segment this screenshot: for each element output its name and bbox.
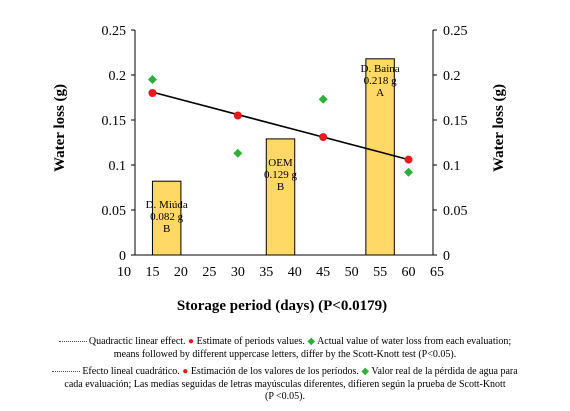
x-tick-label: 40 xyxy=(288,265,302,280)
caption-en-trend: Quadractic linear effect. xyxy=(88,336,186,347)
chart: 00.050.10.150.20.25 00.050.10.150.20.25 … xyxy=(52,24,507,314)
trend-legend-symbol-es xyxy=(52,371,81,373)
x-tick-label: 20 xyxy=(174,265,188,280)
bar-data-label: A xyxy=(376,87,384,99)
y-tick-label-left: 0.25 xyxy=(102,24,127,39)
y-tick-label-right: 0.1 xyxy=(443,159,461,174)
y-tick-label-left: 0.1 xyxy=(109,159,127,174)
x-axis-title: Storage period (days) (P<0.0179) xyxy=(177,298,387,314)
y-tick-label-left: 0 xyxy=(119,249,126,264)
caption-es-line-3: (P <0.05). xyxy=(265,391,305,402)
bar-data-label: B xyxy=(163,223,170,235)
bar xyxy=(151,180,182,256)
caption-es-line-2: cada evaluación; Las medias seguidas de … xyxy=(64,378,506,390)
estimate-legend-symbol-es: ● xyxy=(182,366,189,377)
y-tick-label-right: 0 xyxy=(443,249,450,264)
y-tick-label-right: 0.05 xyxy=(443,204,468,219)
x-tick-label: 15 xyxy=(145,265,159,280)
y-tick-label-left: 0.15 xyxy=(102,114,127,129)
bar-data-label: 0.082 g xyxy=(150,211,184,223)
x-tick-label: 65 xyxy=(430,265,444,280)
x-tick-label: 45 xyxy=(316,265,330,280)
bar-data-label: OEM xyxy=(268,157,293,169)
caption-en-estimate: Estimate of periods values. xyxy=(196,336,305,347)
estimate-legend-symbol: ● xyxy=(188,336,195,347)
y-tick-label-right: 0.25 xyxy=(443,24,468,39)
bar-data-label: D. Miúda xyxy=(146,199,188,211)
y-tick-label-left: 0.05 xyxy=(102,204,127,219)
estimate-point xyxy=(233,111,242,120)
caption-spanish: Efecto lineal cuadrático. ● Estimación d… xyxy=(0,366,570,404)
trendline xyxy=(152,91,409,161)
actual-legend-symbol: ◆ xyxy=(307,336,316,347)
estimate-point xyxy=(404,155,413,164)
bar-data-label: 0.218 g xyxy=(364,75,398,87)
x-tick-label: 25 xyxy=(202,265,216,280)
x-tick-label: 50 xyxy=(345,265,359,280)
x-tick-label: 60 xyxy=(402,265,416,280)
actual-point xyxy=(147,75,157,84)
x-tick-label: 30 xyxy=(231,265,245,280)
actual-legend-symbol-es: ◆ xyxy=(361,366,370,377)
y-axis-title-right: Water loss (g) xyxy=(491,84,507,172)
actual-point xyxy=(318,94,328,104)
estimate-point xyxy=(319,133,328,142)
caption-en-actual: Actual value of water loss from each eva… xyxy=(317,336,512,347)
actual-point xyxy=(404,167,414,177)
bar xyxy=(265,138,296,256)
caption-en-line-2: means followed by different uppercase le… xyxy=(113,348,457,360)
caption-english: Quadractic linear effect. ● Estimate of … xyxy=(0,336,570,361)
y-tick-label-left: 0.2 xyxy=(109,69,127,84)
x-tick-label: 55 xyxy=(373,265,387,280)
estimate-point xyxy=(148,89,157,97)
caption-es-line-1: Efecto lineal cuadrático. ● Estimación d… xyxy=(0,366,570,379)
bar-data-label: D. Baina xyxy=(361,63,400,75)
actual-point xyxy=(233,148,243,158)
caption-en-line-1: Quadractic linear effect. ● Estimate of … xyxy=(0,336,570,349)
caption-es-trend: Efecto lineal cuadrático. xyxy=(82,366,180,377)
x-tick-label: 35 xyxy=(259,265,273,280)
bar-data-label: 0.129 g xyxy=(264,169,298,181)
bar-data-label: B xyxy=(277,181,284,193)
y-tick-label-right: 0.15 xyxy=(443,114,468,129)
y-axis-title-left: Water loss (g) xyxy=(52,84,68,172)
trend-legend-symbol xyxy=(58,341,87,343)
caption-es-estimate: Estimación de los valores de los período… xyxy=(190,366,359,377)
caption-es-actual: Valor real de la pérdida de agua para xyxy=(371,366,518,377)
y-tick-label-right: 0.2 xyxy=(443,69,461,84)
x-tick-label: 10 xyxy=(117,265,131,280)
